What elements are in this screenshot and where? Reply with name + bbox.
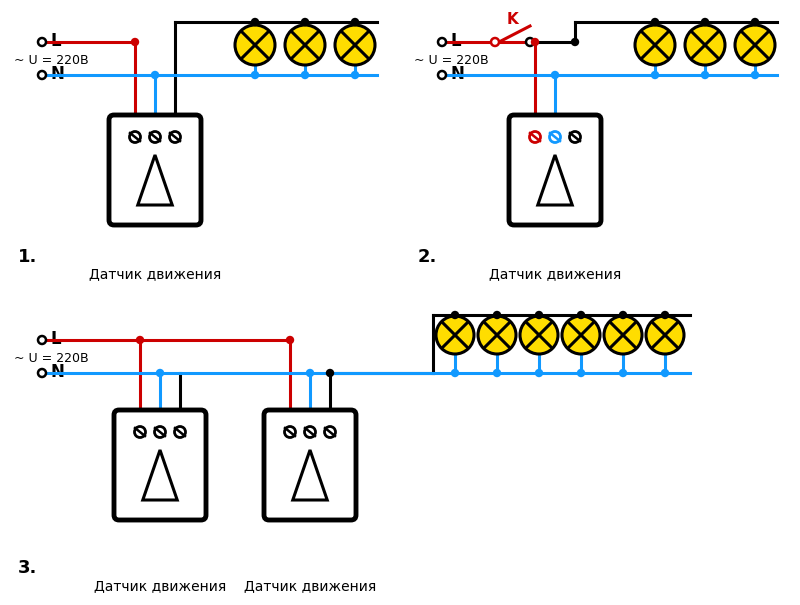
Circle shape <box>38 336 46 344</box>
Text: Датчик движения: Датчик движения <box>94 579 226 593</box>
Circle shape <box>137 336 143 344</box>
Circle shape <box>751 19 758 25</box>
FancyBboxPatch shape <box>264 410 356 520</box>
Text: K: K <box>506 13 518 27</box>
Polygon shape <box>293 450 327 500</box>
Circle shape <box>335 25 375 65</box>
Circle shape <box>438 71 446 79</box>
Circle shape <box>302 71 309 79</box>
Circle shape <box>286 336 294 344</box>
Text: N: N <box>51 363 65 381</box>
Text: ~ U = 220В: ~ U = 220В <box>14 53 89 67</box>
Circle shape <box>451 312 458 318</box>
Circle shape <box>478 316 516 354</box>
Text: 1.: 1. <box>18 248 38 266</box>
Circle shape <box>702 71 709 79</box>
Circle shape <box>154 427 166 437</box>
FancyBboxPatch shape <box>509 115 601 225</box>
Circle shape <box>151 71 158 79</box>
Text: Датчик движения: Датчик движения <box>489 267 621 281</box>
Circle shape <box>285 427 295 437</box>
Circle shape <box>651 71 658 79</box>
Text: Датчик движения: Датчик движения <box>89 267 221 281</box>
Text: 2.: 2. <box>418 248 438 266</box>
Text: L: L <box>51 32 62 50</box>
Circle shape <box>351 19 358 25</box>
Circle shape <box>251 19 258 25</box>
Circle shape <box>604 316 642 354</box>
Circle shape <box>551 71 558 79</box>
Circle shape <box>735 25 775 65</box>
Circle shape <box>562 316 600 354</box>
Circle shape <box>436 316 474 354</box>
Circle shape <box>526 38 534 46</box>
Circle shape <box>619 312 626 318</box>
FancyBboxPatch shape <box>109 115 201 225</box>
Circle shape <box>535 312 542 318</box>
Circle shape <box>651 19 658 25</box>
Circle shape <box>531 39 538 45</box>
Circle shape <box>550 131 561 143</box>
Text: N: N <box>51 65 65 83</box>
Circle shape <box>685 25 725 65</box>
Circle shape <box>530 131 541 143</box>
Circle shape <box>438 38 446 46</box>
Circle shape <box>570 131 581 143</box>
Circle shape <box>302 19 309 25</box>
Circle shape <box>306 370 314 376</box>
Circle shape <box>619 370 626 376</box>
Circle shape <box>174 427 186 437</box>
Circle shape <box>325 427 335 437</box>
Circle shape <box>130 131 141 143</box>
Text: ~ U = 220В: ~ U = 220В <box>14 352 89 364</box>
Circle shape <box>635 25 675 65</box>
Circle shape <box>305 427 315 437</box>
Circle shape <box>751 71 758 79</box>
Circle shape <box>235 25 275 65</box>
Text: L: L <box>51 330 62 348</box>
Circle shape <box>535 370 542 376</box>
Circle shape <box>662 312 669 318</box>
Circle shape <box>494 370 501 376</box>
Circle shape <box>38 38 46 46</box>
Circle shape <box>351 71 358 79</box>
Text: ~ U = 220В: ~ U = 220В <box>414 53 489 67</box>
Text: N: N <box>451 65 465 83</box>
Circle shape <box>326 370 334 376</box>
Polygon shape <box>142 450 178 500</box>
Circle shape <box>131 39 138 45</box>
Circle shape <box>491 38 499 46</box>
Polygon shape <box>138 155 172 205</box>
Circle shape <box>38 369 46 377</box>
Text: 3.: 3. <box>18 559 38 577</box>
Text: L: L <box>451 32 462 50</box>
Circle shape <box>150 131 161 143</box>
Circle shape <box>38 71 46 79</box>
Circle shape <box>157 370 163 376</box>
Circle shape <box>170 131 181 143</box>
Circle shape <box>285 25 325 65</box>
Circle shape <box>578 312 585 318</box>
Circle shape <box>702 19 709 25</box>
Text: Датчик движения: Датчик движения <box>244 579 376 593</box>
Circle shape <box>520 316 558 354</box>
Circle shape <box>578 370 585 376</box>
Circle shape <box>251 71 258 79</box>
Circle shape <box>662 370 669 376</box>
Circle shape <box>646 316 684 354</box>
Circle shape <box>571 39 578 45</box>
Circle shape <box>134 427 146 437</box>
FancyBboxPatch shape <box>114 410 206 520</box>
Polygon shape <box>538 155 572 205</box>
Circle shape <box>451 370 458 376</box>
Circle shape <box>494 312 501 318</box>
